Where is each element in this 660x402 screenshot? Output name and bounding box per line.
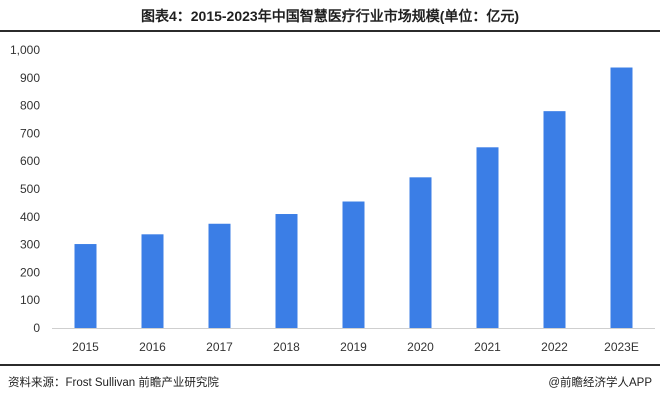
bar-2015 (74, 244, 97, 328)
x-tick-label: 2015 (72, 340, 99, 354)
y-tick-label: 900 (20, 71, 40, 85)
bar-2019 (342, 201, 365, 328)
y-tick-label: 1,000 (10, 43, 40, 57)
x-tick-label: 2019 (340, 340, 367, 354)
x-tick-label: 2022 (541, 340, 568, 354)
bar-2022 (543, 111, 566, 328)
footer-divider (0, 364, 660, 366)
bar-2023E (610, 67, 633, 328)
x-tick-label: 2017 (206, 340, 233, 354)
credit-note: @前瞻经济学人APP (548, 377, 652, 389)
chart-title: 图表4：2015-2023年中国智慧医疗行业市场规模(单位：亿元) (140, 8, 520, 24)
bar-2021 (476, 147, 499, 328)
x-tick-label: 2021 (474, 340, 501, 354)
title-divider (0, 30, 660, 32)
bar-2017 (208, 223, 231, 328)
y-tick-label: 500 (20, 182, 40, 196)
y-tick-label: 400 (20, 210, 40, 224)
bar-2020 (409, 177, 432, 328)
y-tick-label: 600 (20, 154, 40, 168)
y-tick-label: 300 (20, 238, 40, 252)
x-tick-label: 2020 (407, 340, 434, 354)
y-tick-label: 0 (33, 321, 40, 335)
x-tick-label: 2018 (273, 340, 300, 354)
bar-2018 (275, 214, 298, 328)
y-tick-label: 700 (20, 126, 40, 140)
x-axis-ticks: 2015 2016 2017 2018 2019 2020 2021 2022 2023E (72, 340, 639, 354)
source-note: 资料来源：Frost Sullivan 前瞻产业研究院 (8, 377, 219, 389)
bar-2016 (141, 234, 164, 328)
y-axis-ticks: 0 100 200 300 400 500 600 700 800 900 1,000 (10, 43, 40, 335)
x-tick-label: 2023E (604, 340, 639, 354)
y-tick-label: 100 (20, 293, 40, 307)
y-tick-label: 800 (20, 99, 40, 113)
bars (74, 67, 633, 328)
x-tick-label: 2016 (139, 340, 166, 354)
y-tick-label: 200 (20, 265, 40, 279)
